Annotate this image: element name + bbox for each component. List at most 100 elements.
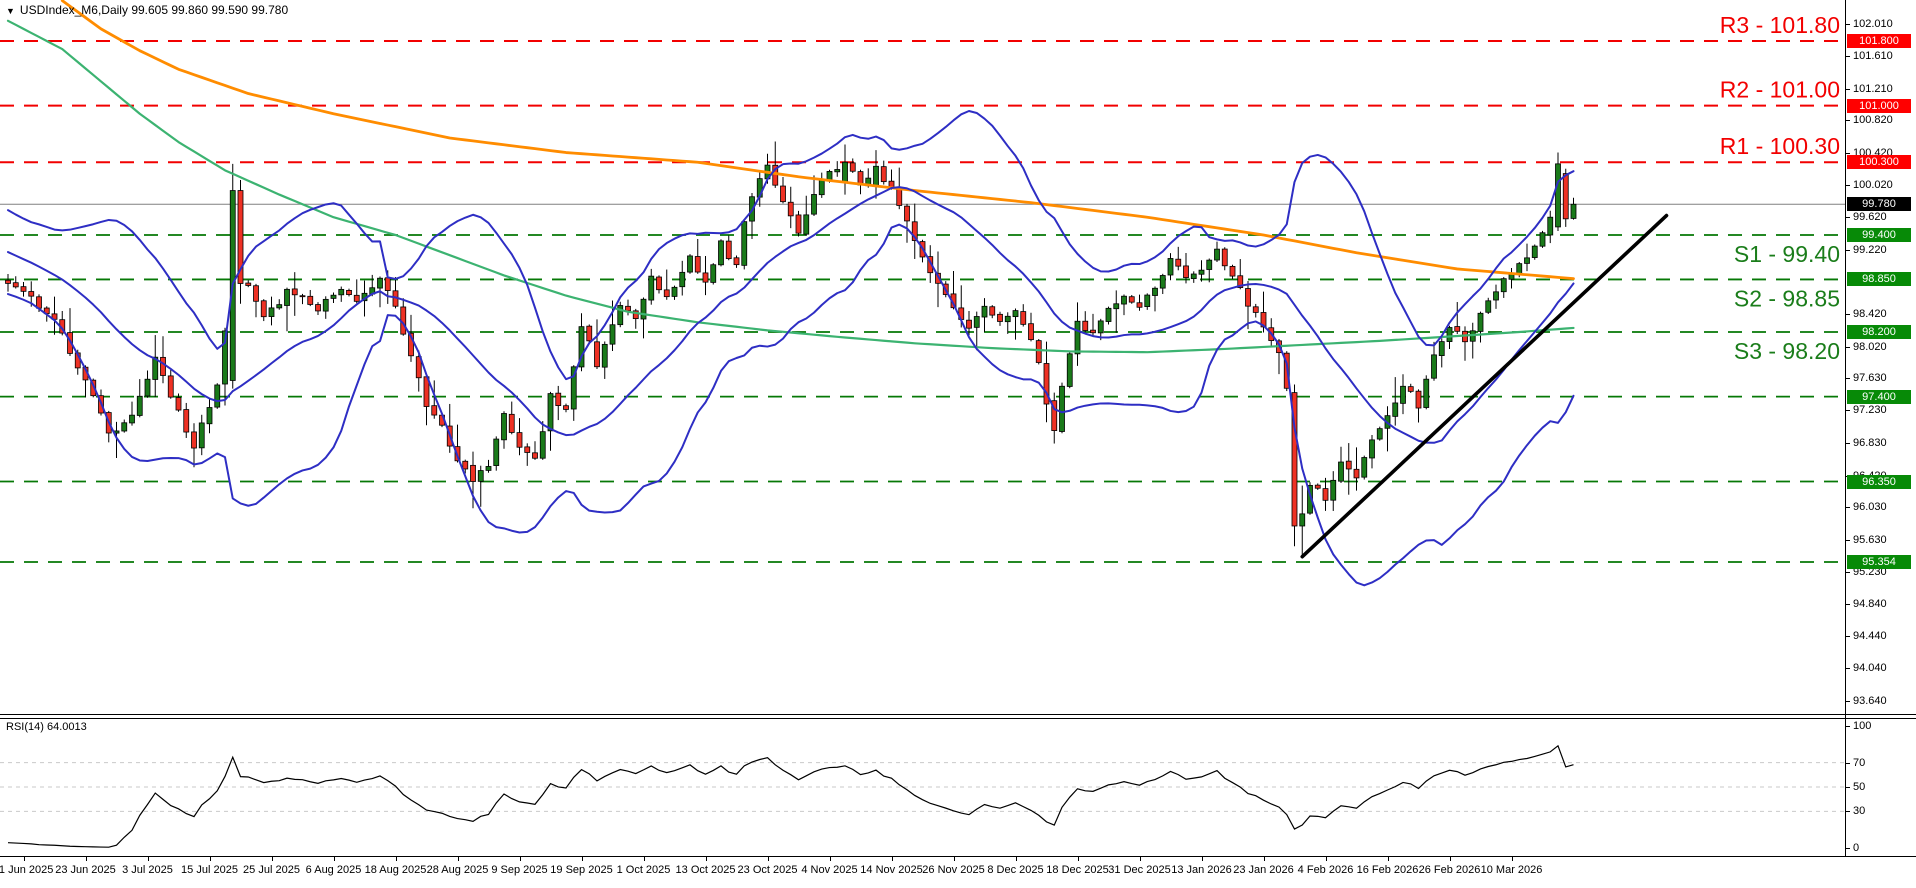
date-tick-label[interactable]: 23 Jun 2025 [55, 864, 116, 876]
bull-candle [1539, 232, 1546, 247]
bear-candle [1245, 288, 1251, 307]
rsi-tick-label: 30 [1853, 805, 1866, 818]
price-tick-mark [1846, 217, 1850, 219]
bear-candle [935, 272, 941, 284]
date-tick-label[interactable]: 15 Jul 2025 [181, 864, 238, 876]
date-tick-label[interactable]: 18 Dec 2025 [1046, 864, 1109, 876]
price-tick-label: 99.220 [1853, 243, 1887, 256]
date-tick-mark [767, 857, 769, 861]
bear-candle [315, 304, 321, 312]
bull-candle [284, 288, 290, 306]
level-price-badge: 97.400 [1847, 389, 1911, 404]
rsi-chart[interactable] [0, 719, 1845, 855]
date-tick-label[interactable]: 11 Jun 2025 [0, 864, 54, 876]
bull-candle [1144, 294, 1151, 307]
date-tick-label[interactable]: 3 Jul 2025 [122, 864, 173, 876]
bull-candle [1152, 287, 1158, 296]
bear-candle [1043, 363, 1050, 405]
price-tick-label: 99.620 [1853, 211, 1887, 224]
panel-separator-top[interactable] [0, 714, 1916, 715]
date-tick-label[interactable]: 23 Jan 2026 [1233, 864, 1294, 876]
date-tick-label[interactable]: 23 Oct 2025 [737, 864, 798, 876]
bear-candle [160, 356, 166, 376]
bull-candle [803, 214, 810, 235]
bull-candle [973, 316, 980, 328]
bear-candle [849, 162, 856, 172]
date-tick-mark [1263, 857, 1265, 861]
bear-candle [694, 256, 701, 273]
date-tick-label[interactable]: 16 Feb 2026 [1356, 864, 1419, 876]
bear-candle [1407, 386, 1414, 392]
date-tick-mark [581, 857, 583, 861]
rsi-tick-label: 50 [1853, 781, 1866, 793]
date-tick-label[interactable]: 10 Mar 2026 [1480, 864, 1543, 876]
bear-candle [237, 190, 244, 284]
bull-candle [121, 422, 128, 432]
bull-candle [214, 384, 221, 408]
date-tick-mark [1511, 857, 1513, 861]
bull-candle [330, 294, 337, 299]
bear-candle [1128, 296, 1135, 303]
date-tick-label[interactable]: 13 Jan 2026 [1171, 864, 1232, 876]
bull-candle [129, 414, 135, 424]
candlestick-chart[interactable]: R3 - 101.80 R2 - 101.00 R1 - 100.30 S1 - 99… [0, 0, 1845, 714]
bear-candle [1353, 468, 1360, 479]
price-chart-panel: R3 - 101.80 R2 - 101.00 R1 - 100.30 S1 - 99… [0, 0, 1845, 714]
price-tick-mark [1846, 88, 1850, 90]
bull-candle [1423, 378, 1430, 408]
bear-candle [1051, 400, 1058, 432]
level-price-badge: 100.300 [1847, 155, 1911, 170]
bear-candle [20, 286, 27, 292]
date-tick-label[interactable]: 14 Nov 2025 [860, 864, 923, 876]
price-tick-label: 95.230 [1853, 566, 1887, 579]
date-tick-label[interactable]: 4 Nov 2025 [801, 864, 858, 876]
date-tick-label[interactable]: 19 Sep 2025 [550, 864, 613, 876]
level-price-badge: 99.400 [1847, 227, 1911, 242]
ascending-trendline[interactable] [1300, 213, 1669, 559]
date-tick-label[interactable]: 28 Aug 2025 [426, 864, 489, 876]
bull-candle [1097, 320, 1104, 334]
bull-candle [1198, 269, 1205, 275]
date-tick-label[interactable]: 1 Oct 2025 [616, 864, 671, 876]
date-tick-label[interactable]: 18 Aug 2025 [364, 864, 427, 876]
rsi-tick-label: 70 [1853, 756, 1866, 769]
bull-candle [198, 422, 205, 449]
symbol-dropdown-icon[interactable]: ▼ [6, 6, 15, 16]
rsi-indicator-label: RSI(14) 64.0013 [6, 721, 87, 733]
bull-candle [338, 288, 345, 296]
rsi-panel: RSI(14) 64.0013 [0, 719, 1845, 855]
bull-candle [144, 378, 151, 397]
date-tick-label[interactable]: 26 Feb 2026 [1418, 864, 1481, 876]
price-tick-label: 94.040 [1853, 662, 1887, 675]
bear-candle [470, 464, 476, 482]
date-tick-label[interactable]: 31 Dec 2025 [1108, 864, 1171, 876]
date-tick-label[interactable]: 8 Dec 2025 [987, 864, 1044, 876]
bear-candle [904, 205, 910, 222]
date-tick-label[interactable]: 9 Sep 2025 [491, 864, 548, 876]
price-tick-label: 97.630 [1853, 372, 1887, 385]
price-tick-mark [1846, 249, 1850, 251]
bull-candle [671, 286, 678, 297]
level-price-badge: 101.800 [1847, 34, 1911, 48]
bull-candle [1485, 300, 1492, 313]
date-tick-mark [1077, 857, 1079, 861]
bull-candle [152, 356, 159, 380]
date-tick-label[interactable]: 4 Feb 2026 [1297, 864, 1354, 876]
date-tick-mark [1449, 857, 1451, 861]
bull-candle [741, 221, 748, 266]
level-price-badge: 96.350 [1847, 474, 1911, 489]
panel-separator-bottom[interactable] [0, 718, 1916, 719]
bear-candle [167, 375, 174, 398]
date-tick-label[interactable]: 26 Nov 2025 [922, 864, 985, 876]
chart-title: ▼ USDIndex_M6,Daily 99.605 99.860 99.590 … [6, 3, 288, 17]
price-tick-mark [1846, 635, 1850, 637]
bollinger-lower-band [7, 223, 1575, 587]
price-tick-label: 98.420 [1853, 308, 1887, 321]
price-axis[interactable]: 102.010 101.610 101.210 100.820 100.420 100.0… [1846, 0, 1916, 888]
date-tick-label[interactable]: 6 Aug 2025 [305, 864, 362, 876]
price-tick-mark [1846, 56, 1850, 58]
date-tick-label[interactable]: 25 Jul 2025 [243, 864, 300, 876]
date-tick-label[interactable]: 13 Oct 2025 [675, 864, 736, 876]
date-tick-mark [643, 857, 645, 861]
